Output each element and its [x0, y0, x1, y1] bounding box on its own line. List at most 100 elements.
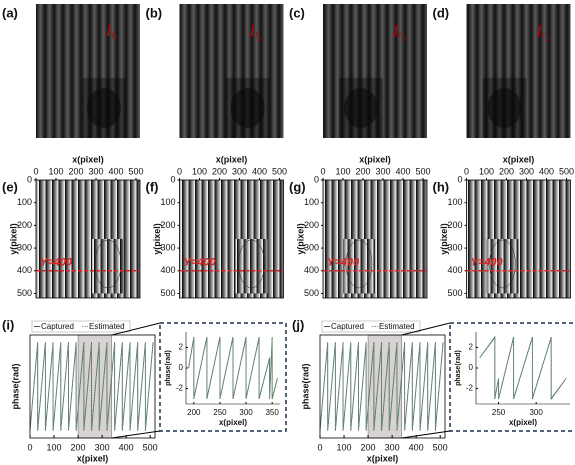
x-tick-label: 500	[559, 166, 574, 176]
y-tick-label: 500	[17, 288, 32, 298]
frame	[322, 179, 428, 299]
symbol: I	[249, 23, 256, 40]
x-axis-label: x(pixel)	[219, 418, 247, 427]
y-axis-label: y(pixel)	[295, 223, 305, 255]
panel-label: (i)	[2, 317, 14, 332]
x-tick-label: 300	[232, 166, 247, 176]
row-line-label: Y=400	[40, 257, 73, 269]
x-axis-label: x(pixel)	[77, 453, 109, 463]
y-tick-label: 0	[179, 363, 184, 372]
y-tick-label: 300	[160, 242, 175, 252]
x-axis-label: x(pixel)	[72, 154, 104, 164]
object	[230, 88, 265, 128]
object	[344, 88, 378, 128]
y-tick-label: 200	[160, 220, 175, 230]
y-tick-label: 400	[17, 265, 32, 275]
x-tick-label: 500	[415, 166, 430, 176]
x-tick-label: 250	[213, 408, 227, 417]
x-tick-label: 0	[177, 166, 182, 176]
inset-box	[449, 322, 575, 432]
y-tick-label: -2	[176, 384, 184, 393]
y-tick-label: -2	[466, 384, 474, 393]
row-line-label: Y=400	[471, 257, 504, 269]
y-tick-label: 100	[304, 197, 319, 207]
y-tick-label: 400	[160, 265, 175, 275]
object	[487, 88, 522, 128]
image-label: Ir2	[536, 23, 550, 43]
index: 3	[401, 35, 406, 43]
panel-label: (b)	[146, 5, 163, 20]
x-tick-label: 400	[108, 166, 123, 176]
y-tick-label: 300	[17, 242, 32, 252]
y-tick-label: 300	[304, 242, 319, 252]
axes-frame	[319, 334, 446, 439]
symbol: I	[392, 23, 399, 40]
panel-label: (h)	[433, 179, 450, 194]
frame	[35, 179, 141, 299]
index: 2	[258, 35, 262, 43]
x-tick-label: 100	[337, 442, 352, 452]
object	[87, 88, 121, 128]
x-tick-label: 100	[479, 166, 494, 176]
series-line	[188, 338, 278, 398]
y-tick-label: 400	[304, 265, 319, 275]
x-tick-label: 400	[119, 442, 134, 452]
legend-box	[321, 320, 421, 333]
x-tick-label: 400	[539, 166, 554, 176]
y-tick-label: 2	[469, 343, 474, 352]
x-axis-label: x(pixel)	[367, 453, 399, 463]
y-tick-label: 400	[447, 265, 462, 275]
object	[94, 239, 122, 289]
x-axis-label: x(pixel)	[503, 154, 535, 164]
connector	[401, 322, 451, 336]
panel-label: (c)	[289, 5, 305, 20]
x-tick-label: 200	[499, 166, 514, 176]
frame	[466, 179, 571, 299]
x-tick-label: 300	[385, 442, 400, 452]
x-axis-label: x(pixel)	[509, 418, 537, 427]
y-tick-label: 0	[314, 174, 319, 184]
axes-frame	[29, 334, 156, 439]
panel-label: (a)	[2, 5, 18, 20]
x-tick-label: 100	[48, 166, 63, 176]
x-tick-label: 100	[192, 166, 207, 176]
connector	[111, 430, 161, 439]
legend-box	[31, 320, 131, 333]
subscript: l	[255, 30, 258, 41]
y-tick-label: 100	[17, 197, 32, 207]
legend-label: Captured	[331, 322, 364, 331]
subscript: r	[542, 30, 546, 41]
y-tick-label: 200	[17, 220, 32, 230]
y-tick-label: 500	[447, 288, 462, 298]
x-axis-label: x(pixel)	[359, 154, 391, 164]
y-tick-label: 0	[27, 174, 32, 184]
y-axis-label: phase(rad)	[300, 363, 310, 409]
y-tick-label: 300	[447, 242, 462, 252]
y-axis-label: phase(rad)	[10, 363, 20, 409]
x-tick-label: 300	[519, 166, 534, 176]
y-axis-label: y(pixel)	[439, 223, 449, 255]
x-tick-label: 400	[395, 166, 410, 176]
x-tick-label: 100	[47, 442, 62, 452]
x-tick-label: 250	[492, 408, 506, 417]
x-tick-label: 200	[68, 166, 83, 176]
connector	[111, 322, 161, 336]
y-tick-label: 2	[179, 343, 184, 352]
connector	[401, 430, 451, 439]
series-line	[319, 343, 444, 430]
series-line	[29, 343, 154, 430]
y-axis-label: phase(rad)	[455, 350, 462, 386]
x-tick-label: 300	[88, 166, 103, 176]
phase-image	[179, 180, 284, 298]
object	[489, 239, 516, 289]
series-line	[479, 336, 567, 400]
x-tick-label: 500	[143, 442, 158, 452]
x-tick-label: 0	[317, 442, 322, 452]
x-tick-label: 200	[361, 442, 376, 452]
y-axis-label: phase(rad)	[165, 350, 172, 386]
x-tick-label: 500	[433, 442, 448, 452]
image-label: Ir3	[392, 23, 406, 43]
panel-label: (e)	[2, 179, 18, 194]
panel-label: (f)	[146, 179, 159, 194]
